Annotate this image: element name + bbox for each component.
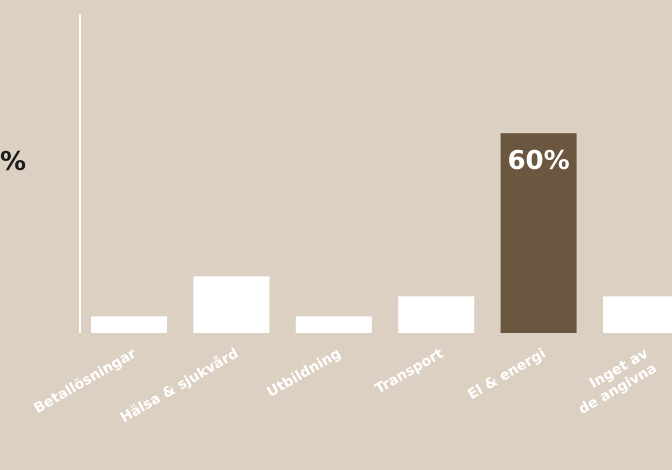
x-tick-label-5: Inget avde angivna	[568, 346, 660, 418]
bars-group: 60%	[91, 133, 672, 333]
bar-4	[500, 133, 577, 333]
bar-5	[603, 296, 672, 333]
x-tick-label-2: Utbildning	[264, 346, 343, 401]
x-tick-label-line: El & energi	[465, 346, 548, 403]
bar-2	[295, 316, 372, 333]
x-tick-label-line: Betallösningar	[31, 346, 139, 417]
data-label-4: 60%	[507, 146, 569, 176]
bar-0	[91, 316, 167, 333]
x-tick-label-4: El & energi	[465, 346, 548, 403]
bar-1	[193, 276, 270, 333]
x-tick-label-line: Utbildning	[264, 346, 343, 401]
x-tick-label-line: Transport	[372, 345, 446, 397]
x-tick-label-0: Betallösningar	[31, 346, 139, 417]
x-tick-label-3: Transport	[372, 345, 446, 397]
bar-3	[398, 296, 475, 333]
y-axis-unit-label: %	[0, 147, 26, 177]
